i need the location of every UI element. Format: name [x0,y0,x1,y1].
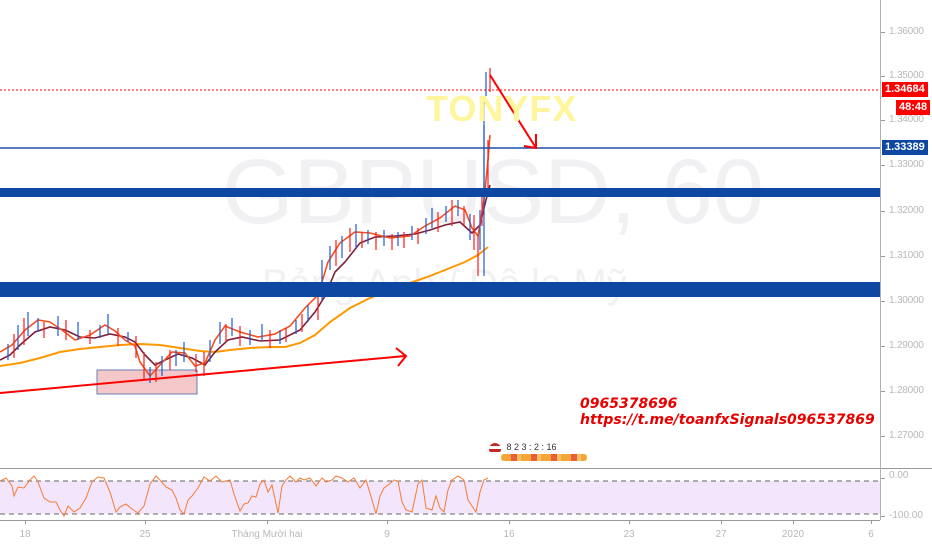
price-tick: 1.35000 [889,70,924,81]
price-axis[interactable]: 1.36000 1.35000 1.34000 1.33000 1.32000 … [880,0,932,521]
time-label: 18 [19,529,31,540]
time-label: 6 [868,529,874,540]
time-label: 25 [139,529,151,540]
ma-long-line [0,246,489,367]
trendline-arrowhead [395,347,408,367]
price-tick: 1.29000 [889,340,924,351]
candlesticks [7,68,491,383]
price-tick: 1.33000 [889,159,924,170]
rsi-upper-label: 0.00 [889,470,909,481]
contact-link: https://t.me/toanfxSignals096537869 [580,412,875,428]
down-arrow [489,74,537,149]
price-tick: 1.28000 [889,385,924,396]
time-label: Tháng Mười hai [231,529,303,540]
price-tick: 1.36000 [889,26,924,37]
pane-divider[interactable] [0,468,932,469]
rsi-line [0,475,489,518]
contact-phone: 0965378696 [580,396,678,412]
price-tick: 1.27000 [889,430,924,441]
bar-countdown-label: 48:48 [896,100,931,115]
level-price-label: 1.33389 [882,140,928,155]
time-axis[interactable]: 18 25 Tháng Mười hai 9 16 23 27 2020 6 [0,520,880,551]
economic-events-strip[interactable]: 8 2 3 : 2 : 16 [489,442,587,462]
resistance-band[interactable] [0,188,880,197]
contact-overlay: 0965378696 https://t.me/toanfxSignals096… [580,396,875,428]
price-chart-canvas [0,68,880,518]
current-price-label: 1.34684 [882,82,928,97]
events-icons [501,454,587,462]
price-tick: 1.34000 [889,114,924,125]
events-counts: 8 2 3 : 2 : 16 [506,442,557,452]
brand-overlay-text: TONYFX [426,88,578,129]
time-label: 16 [503,529,515,540]
rsi-lower-label: -100.00 [889,510,923,521]
us-flag-icon [489,443,501,453]
down-arrowhead [523,134,537,150]
price-tick: 1.30000 [889,295,924,306]
ema-fast-line [0,134,491,378]
time-label: 27 [715,529,727,540]
price-tick: 1.32000 [889,205,924,216]
time-label: 9 [384,529,390,540]
time-label: 2020 [781,529,805,540]
time-label: 23 [623,529,635,540]
trendline-arrow [0,355,406,394]
support-band[interactable] [0,282,880,297]
price-tick: 1.31000 [889,250,924,261]
